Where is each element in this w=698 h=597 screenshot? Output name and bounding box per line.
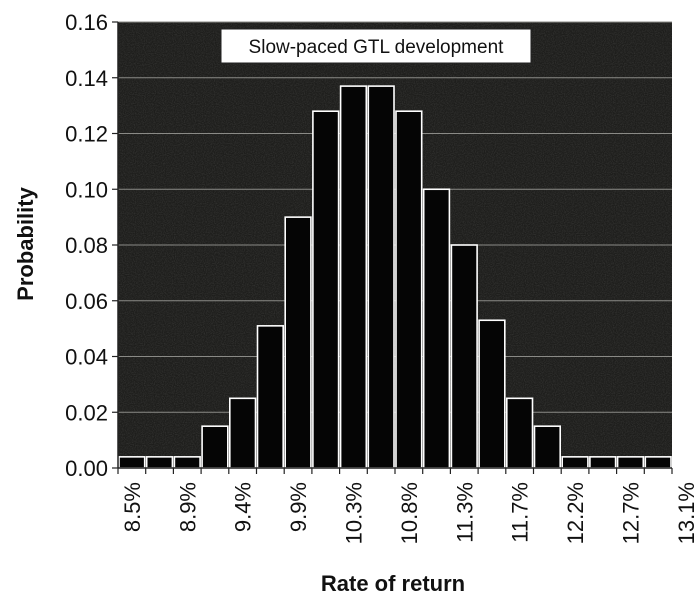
- histogram-bar: [367, 85, 395, 469]
- x-tick-label: 11.3%: [452, 482, 477, 543]
- x-tick-label: 13.1%: [674, 482, 698, 544]
- x-tick-label: 9.9%: [286, 482, 311, 532]
- x-tick-label: 12.7%: [618, 482, 643, 544]
- y-tick-label: 0.02: [65, 400, 108, 425]
- x-axis-title: Rate of return: [321, 571, 465, 596]
- y-tick-label: 0.10: [65, 177, 108, 202]
- y-tick-label: 0.06: [65, 289, 108, 314]
- histogram-bar: [145, 456, 174, 469]
- y-tick-label: 0.08: [65, 233, 108, 258]
- histogram-bar: [201, 425, 229, 469]
- y-tick-label: 0.00: [65, 456, 108, 481]
- x-tick-label: 10.8%: [397, 482, 422, 544]
- histogram-bar: [478, 319, 506, 469]
- histogram-bar: [229, 397, 257, 469]
- y-tick-label: 0.16: [65, 10, 108, 35]
- y-tick-label: 0.04: [65, 345, 108, 370]
- x-tick-label: 9.4%: [231, 482, 256, 532]
- histogram-bar: [312, 110, 340, 469]
- x-tick-label: 8.5%: [120, 482, 145, 532]
- histogram-bar: [395, 110, 423, 469]
- x-tick-label: 8.9%: [175, 482, 200, 532]
- histogram-bar: [616, 456, 645, 469]
- histogram-bar: [118, 456, 146, 469]
- histogram-bar: [450, 244, 478, 469]
- histogram-bar: [589, 456, 617, 469]
- y-tick-label: 0.14: [65, 66, 108, 91]
- x-tick-label: 10.3%: [341, 482, 366, 544]
- histogram-bar: [422, 188, 451, 469]
- histogram-bar: [561, 456, 589, 469]
- chart-title: Slow-paced GTL development: [249, 37, 505, 58]
- histogram-bar: [644, 456, 672, 469]
- histogram-bar: [173, 456, 201, 469]
- x-tick-label: 11.7%: [508, 482, 533, 543]
- histogram-bar: [284, 216, 312, 469]
- chart-title-box: Slow-paced GTL development: [220, 28, 532, 64]
- x-tick-label: 12.2%: [563, 482, 588, 544]
- histogram-bar: [505, 397, 534, 469]
- y-tick-label: 0.12: [65, 122, 108, 147]
- histogram-bar: [256, 325, 285, 469]
- histogram-bar: [533, 425, 562, 469]
- histogram-bar: [339, 85, 368, 469]
- y-axis-title: Probability: [13, 186, 38, 300]
